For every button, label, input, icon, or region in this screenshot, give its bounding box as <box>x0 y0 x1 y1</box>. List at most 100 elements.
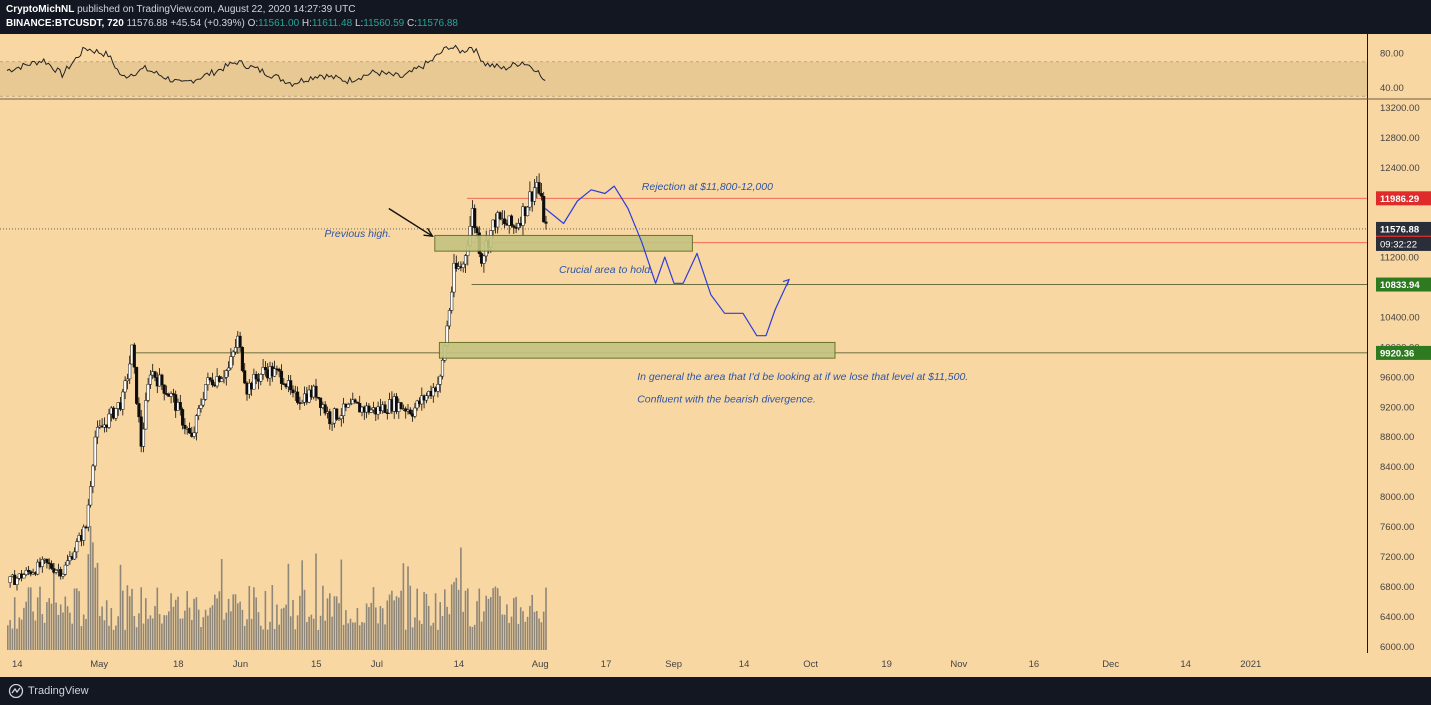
volume-bar <box>73 588 76 650</box>
candle-body <box>261 367 265 375</box>
volume-bar <box>66 606 69 650</box>
volume-bar <box>280 608 283 650</box>
volume-bar <box>352 622 354 650</box>
volume-bar <box>503 614 506 650</box>
volume-bar <box>266 629 269 650</box>
volume-bar <box>241 609 244 650</box>
candle-body <box>59 569 63 577</box>
volume-bar <box>338 603 340 650</box>
candle-body <box>296 391 300 403</box>
volume-bar <box>48 598 50 650</box>
volume-bar <box>96 562 99 650</box>
candle-body <box>144 400 148 430</box>
volume-bar <box>361 622 363 650</box>
candle-body <box>40 559 44 567</box>
candle-body <box>89 486 93 506</box>
volume-bar <box>395 596 398 650</box>
close-value: 11576.88 <box>417 18 458 29</box>
volume-bar <box>526 616 529 650</box>
volume-bar <box>388 594 391 650</box>
volume-bar <box>393 600 395 650</box>
price-label-text-support: 10833.94 <box>1380 280 1420 291</box>
volume-bar <box>492 588 494 650</box>
volume-bar <box>119 564 122 650</box>
volume-bar <box>99 616 101 650</box>
volume-bar <box>237 603 239 650</box>
volume-bar <box>154 606 156 650</box>
volume-bar <box>117 616 119 650</box>
volume-bar <box>524 621 527 650</box>
candle-body <box>335 408 339 420</box>
symbol-label[interactable]: BINANCE:BTCUSDT, 720 <box>6 18 124 29</box>
y-tick-label: 7200.00 <box>1380 552 1414 563</box>
y-tick-label: 12400.00 <box>1380 163 1420 174</box>
candle-body <box>473 208 477 229</box>
volume-bar <box>519 607 522 650</box>
volume-bar <box>46 602 48 650</box>
candle-body <box>91 465 95 487</box>
price-chart[interactable]: Previous high. Rejection at $11,800-12,00… <box>0 34 1431 677</box>
volume-bar <box>85 619 87 650</box>
volume-bar <box>16 628 18 650</box>
author-name[interactable]: CryptoMichNL <box>6 4 75 15</box>
volume-bar <box>101 606 103 650</box>
candle-body <box>26 569 31 572</box>
volume-bar <box>7 625 9 650</box>
volume-bar <box>273 628 276 650</box>
x-tick-label: 15 <box>311 659 322 670</box>
volume-bar <box>216 598 218 650</box>
volume-bar <box>43 622 46 650</box>
volume-bar <box>485 595 487 650</box>
volume-bar <box>55 602 57 650</box>
volume-bar <box>329 593 331 650</box>
candle-body <box>199 404 203 409</box>
volume-bar <box>57 614 60 650</box>
volume-bar <box>299 595 301 650</box>
price-label-lower <box>1376 345 1431 360</box>
volume-bar <box>471 626 474 650</box>
candle-body <box>153 371 157 378</box>
volume-bar <box>195 597 198 650</box>
candle-body <box>252 374 256 390</box>
y-tick-label: 10400.00 <box>1380 313 1420 324</box>
candle-body <box>194 415 198 434</box>
candle-body <box>447 310 451 327</box>
volume-bar <box>271 585 274 650</box>
volume-bar <box>430 625 432 650</box>
volume-bar <box>381 608 384 650</box>
candle-body <box>72 551 77 560</box>
publish-line: CryptoMichNL published on TradingView.co… <box>6 4 355 15</box>
volume-bar <box>308 616 310 650</box>
last-price: 11576.88 <box>126 18 168 29</box>
candle-body <box>337 418 341 421</box>
volume-bar <box>71 623 73 650</box>
candle-body <box>461 263 465 268</box>
x-tick-label: 14 <box>454 659 465 670</box>
volume-bar <box>59 604 62 650</box>
volume-bars <box>7 526 547 650</box>
volume-bar <box>365 603 368 650</box>
volume-bar <box>418 620 421 650</box>
price-axis <box>1368 34 1431 653</box>
candle-body <box>323 404 327 414</box>
rsi-band <box>0 61 1367 97</box>
candle-body <box>206 377 210 385</box>
volume-bar <box>423 591 425 650</box>
previous-high-note: Previous high. <box>324 228 391 240</box>
x-tick-label: 14 <box>12 659 23 670</box>
rejection-note: Rejection at $11,800-12,000 <box>642 181 773 193</box>
price-label-rejection <box>1376 191 1431 206</box>
volume-bar <box>145 598 147 650</box>
volume-bar <box>105 600 108 650</box>
candle-body <box>84 526 88 529</box>
candle-body <box>259 374 263 382</box>
tradingview-logo[interactable]: TradingView <box>8 684 89 698</box>
footer-bar: TradingView <box>0 677 1431 705</box>
candle-body <box>227 367 231 371</box>
volume-bar <box>285 604 287 650</box>
candle-body <box>496 212 500 228</box>
x-ticks: 14 May 18 Jun 15 Jul 14 Aug 17 Sep 14 Oct 19 Nov 16 Dec… <box>12 659 1261 670</box>
candle-body <box>353 399 357 403</box>
volume-bar <box>181 618 184 650</box>
candle-body <box>45 558 49 564</box>
